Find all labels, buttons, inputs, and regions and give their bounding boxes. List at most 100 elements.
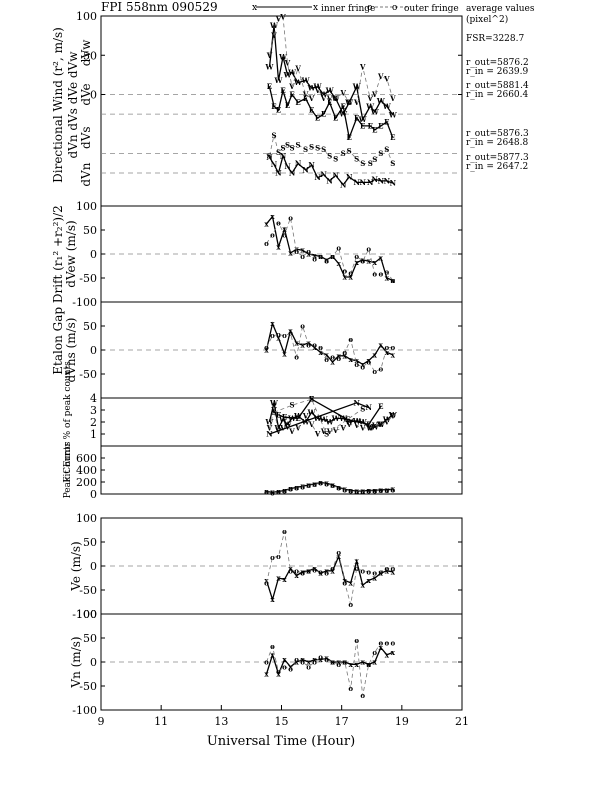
data-point: x — [270, 595, 275, 604]
data-point: S — [271, 408, 276, 417]
data-point: o — [366, 567, 371, 576]
data-point: E — [309, 106, 314, 115]
data-point: x — [312, 251, 317, 260]
data-point: o — [336, 244, 341, 253]
data-point: x — [343, 485, 348, 494]
data-point: E — [360, 121, 365, 130]
data-point: x — [325, 479, 330, 488]
y-tick-label: -50 — [79, 680, 97, 693]
data-point: S — [315, 143, 320, 152]
series-line — [268, 402, 394, 430]
data-point: o — [372, 648, 377, 657]
data-point: x — [300, 246, 305, 255]
data-point: V — [320, 427, 327, 436]
x-tick-label: 21 — [455, 715, 469, 728]
data-point: x — [288, 662, 293, 671]
data-point: E — [366, 420, 371, 429]
data-point: x — [337, 351, 342, 360]
data-point: V — [345, 98, 352, 107]
data-point: o — [264, 488, 269, 497]
x-axis: 9 11 13 15 17 19 21 — [98, 705, 469, 728]
data-point: o — [348, 487, 353, 496]
data-point: V — [359, 63, 366, 72]
data-point: N — [275, 169, 282, 178]
data-point: o — [306, 341, 311, 350]
data-point: x — [391, 648, 396, 657]
data-point: o — [282, 230, 287, 239]
data-point: N — [354, 398, 361, 407]
data-point: S — [347, 147, 352, 156]
data-point: S — [378, 149, 383, 158]
data-point: x — [276, 574, 281, 583]
data-point: o — [294, 566, 299, 575]
data-point: S — [341, 149, 346, 158]
data-point: V — [275, 427, 282, 436]
data-point: V — [288, 82, 295, 91]
data-point: o — [282, 527, 287, 536]
data-point: W — [265, 63, 274, 72]
data-point: x — [349, 578, 354, 587]
data-point: x — [361, 658, 366, 667]
data-point: S — [324, 430, 329, 439]
data-point: W — [358, 115, 367, 124]
data-point: x — [288, 249, 293, 258]
data-point: x — [355, 557, 360, 566]
fsr-annotation: FSR=3228.7 — [466, 34, 524, 44]
data-point: V — [326, 427, 333, 436]
x-tick-label: 11 — [154, 715, 168, 728]
y-tick-label: 400 — [76, 464, 97, 477]
group2-rin: r_in = 2660.4 — [466, 90, 529, 100]
data-point: x — [294, 245, 299, 254]
data-point: W — [293, 412, 302, 421]
data-point: x — [270, 212, 275, 221]
data-point: x — [300, 482, 305, 491]
data-point: V — [288, 427, 295, 436]
data-point: x — [379, 485, 384, 494]
data-point: V — [389, 94, 396, 103]
data-point: o — [336, 354, 341, 363]
data-point: x — [319, 655, 324, 664]
y-tick-label: -100 — [72, 608, 97, 621]
data-point: x — [379, 341, 384, 350]
data-point: o — [324, 257, 329, 266]
data-point: V — [332, 426, 339, 435]
data-point: x — [288, 564, 293, 573]
data-point: o — [360, 257, 365, 266]
data-point: E — [315, 114, 320, 123]
series-line — [268, 86, 394, 141]
figure-title: FPI 558nm 090529 — [101, 0, 218, 14]
data-point: x — [282, 655, 287, 664]
data-point: N — [280, 151, 287, 160]
data-point: x — [343, 273, 348, 282]
y-axis-label: dVew (m/s) — [64, 220, 78, 287]
data-point: E — [282, 413, 287, 422]
y-tick-label: 50 — [83, 536, 97, 549]
data-point: o — [366, 245, 371, 254]
data-point: x — [312, 655, 317, 664]
data-point: x — [367, 257, 372, 266]
data-point: o — [276, 488, 281, 497]
data-point: x — [373, 658, 378, 667]
data-point: E — [340, 102, 345, 111]
data-point: V — [353, 98, 360, 107]
data-point: N — [360, 178, 367, 187]
x-tick-label: 17 — [335, 715, 349, 728]
data-point: V — [383, 74, 390, 83]
data-point: o — [288, 329, 293, 338]
data-point: o — [294, 484, 299, 493]
data-point: N — [314, 173, 321, 182]
data-point: o — [330, 252, 335, 261]
data-point: V — [302, 90, 309, 99]
data-point: W — [382, 415, 391, 424]
y-tick-label: 1 — [90, 428, 97, 441]
data-point: o — [264, 658, 269, 667]
etalon-gap-drift-label: Etalon Gap Drift (r₁² +r₂²)/2 — [51, 205, 65, 374]
data-point: o — [360, 691, 365, 700]
data-point: x — [391, 567, 396, 576]
y-tick-label: 2 — [90, 416, 97, 429]
data-point: S — [390, 159, 395, 168]
data-point: x — [325, 566, 330, 575]
data-point: x — [319, 478, 324, 487]
x-tick-label: 9 — [98, 715, 105, 728]
